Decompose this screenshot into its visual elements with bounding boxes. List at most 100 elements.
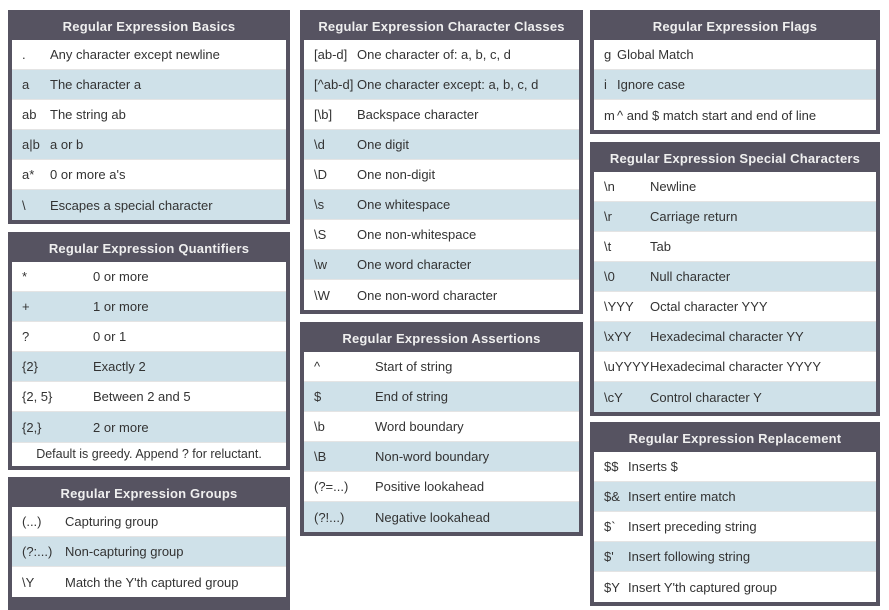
table-row: g Global Match xyxy=(594,40,876,70)
table-row: \B Non-word boundary xyxy=(304,442,579,472)
pattern-cell: $& xyxy=(604,489,620,504)
description-cell: Between 2 and 5 xyxy=(93,389,191,404)
pattern-cell: \0 xyxy=(604,269,615,284)
table-quantifiers: Regular Expression Quantifiers * 0 or mor… xyxy=(8,232,290,470)
table-row: ? 0 or 1 xyxy=(12,322,286,352)
pattern-cell: \S xyxy=(314,227,327,242)
description-cell: Control character Y xyxy=(650,389,762,405)
pattern-cell: $` xyxy=(604,519,616,534)
table-basics-title: Regular Expression Basics xyxy=(12,14,286,40)
pattern-cell: \n xyxy=(604,179,615,194)
table-row: \d One digit xyxy=(304,130,579,160)
table-row: \xYY Hexadecimal character YY xyxy=(594,322,876,352)
description-cell: Start of string xyxy=(375,359,453,374)
pattern-cell: (?:...) xyxy=(22,544,53,559)
pattern-cell: \w xyxy=(314,257,327,272)
description-cell: The string ab xyxy=(50,107,126,122)
cutoff-next-table-header xyxy=(8,601,290,610)
table-row: $$ Inserts $ xyxy=(594,452,876,482)
pattern-cell: ^ xyxy=(314,359,321,374)
table-row: \r Carriage return xyxy=(594,202,876,232)
pattern-cell: g xyxy=(604,47,612,62)
description-cell: Newline xyxy=(650,179,697,194)
table-row: \n Newline xyxy=(594,172,876,202)
table-quantifiers-rows: * 0 or more +1 or more? 0 or 1 {2} Exactly 2{… xyxy=(12,262,286,442)
table-row: (...) Capturing group xyxy=(12,507,286,537)
table-row: {2} Exactly 2 xyxy=(12,352,286,382)
table-row: \Y Match the Y'th captured group xyxy=(12,567,286,597)
description-cell: One digit xyxy=(357,137,410,152)
table-row: +1 or more xyxy=(12,292,286,322)
table-row: ^ Start of string xyxy=(304,352,579,382)
description-cell: One whitespace xyxy=(357,197,451,212)
table-character-classes-rows: [ab-d] One character of: a, b, c, d [^ab-d… xyxy=(304,40,579,310)
pattern-cell: [ab-d] xyxy=(314,47,348,62)
description-cell: End of string xyxy=(375,389,448,404)
table-row: \ Escapes a special character xyxy=(12,190,286,220)
description-cell: Ignore case xyxy=(617,77,685,92)
table-special-characters: Regular Expression Special Characters \n… xyxy=(590,142,880,416)
description-cell: Any character except newline xyxy=(50,47,220,62)
table-basics-rows: . Any character except newline a The charac… xyxy=(12,40,286,220)
table-replacement: Regular Expression Replacement $$ Inserts… xyxy=(590,422,880,606)
table-flags-title: Regular Expression Flags xyxy=(594,14,876,40)
description-cell: One word character xyxy=(357,257,472,272)
table-row: [^ab-d] One character except: a, b, c, d xyxy=(304,70,579,100)
table-row: \0 Null character xyxy=(594,262,876,292)
table-replacement-title: Regular Expression Replacement xyxy=(594,426,876,452)
table-flags: Regular Expression Flags g Global Match i I… xyxy=(590,10,880,134)
table-row: (?:...) Non-capturing group xyxy=(12,537,286,567)
table-row: \uYYYY Hexadecimal character YYYY xyxy=(594,352,876,382)
pattern-cell: (...) xyxy=(22,514,42,529)
description-cell: One non-whitespace xyxy=(357,227,477,242)
pattern-cell: \B xyxy=(314,449,327,464)
pattern-cell: . xyxy=(22,47,26,62)
description-cell: Exactly 2 xyxy=(93,359,146,374)
description-cell: Positive lookahead xyxy=(375,479,485,494)
table-assertions-rows: ^ Start of string $ End of string \b Word bou… xyxy=(304,352,579,532)
description-cell: Inserts $ xyxy=(628,459,678,474)
table-flags-rows: g Global Match i Ignore case m ^ and $ match … xyxy=(594,40,876,130)
pattern-cell: \b xyxy=(314,419,325,434)
quantifiers-footnote: Default is greedy. Append ? for reluctan… xyxy=(12,442,286,466)
table-row: i Ignore case xyxy=(594,70,876,100)
description-cell: Non-word boundary xyxy=(375,449,490,464)
pattern-cell: \YYY xyxy=(604,299,634,314)
table-groups-rows: (...) Capturing group (?:...) Non-capturing… xyxy=(12,507,286,597)
pattern-cell: \xYY xyxy=(604,329,632,344)
pattern-cell: * xyxy=(22,269,28,284)
table-row: \cY Control character Y xyxy=(594,382,876,412)
table-assertions: Regular Expression Assertions ^ Start of … xyxy=(300,322,583,536)
table-row: \b Word boundary xyxy=(304,412,579,442)
pattern-cell: \D xyxy=(314,167,327,182)
pattern-cell: \s xyxy=(314,197,325,212)
description-cell: Match the Y'th captured group xyxy=(65,574,239,590)
table-row: [ab-d] One character of: a, b, c, d xyxy=(304,40,579,70)
table-groups: Regular Expression Groups (...) Capturing… xyxy=(8,477,290,601)
table-row: \W One non-word character xyxy=(304,280,579,310)
table-row: \s One whitespace xyxy=(304,190,579,220)
pattern-cell: (?!...) xyxy=(314,509,345,525)
description-cell: ^ and $ match start and end of line xyxy=(617,107,817,123)
description-cell: Carriage return xyxy=(650,209,738,224)
pattern-cell: i xyxy=(604,77,607,92)
pattern-cell: $ xyxy=(314,389,322,404)
table-basics: Regular Expression Basics . Any character… xyxy=(8,10,290,224)
description-cell: Global Match xyxy=(617,47,694,62)
table-row: [\b] Backspace character xyxy=(304,100,579,130)
description-cell: Insert following string xyxy=(628,549,751,564)
pattern-cell: {2, 5} xyxy=(22,389,53,404)
description-cell: Capturing group xyxy=(65,514,159,529)
table-row: {2,} 2 or more xyxy=(12,412,286,442)
table-row: (?=...) Positive lookahead xyxy=(304,472,579,502)
table-special-characters-rows: \n Newline \r Carriage return \t Tab \0 Null ch… xyxy=(594,172,876,412)
pattern-cell: {2} xyxy=(22,359,38,374)
table-row: m ^ and $ match start and end of line xyxy=(594,100,876,130)
pattern-cell: a* xyxy=(22,167,35,182)
table-row: {2, 5} Between 2 and 5 xyxy=(12,382,286,412)
table-row: (?!...) Negative lookahead xyxy=(304,502,579,532)
pattern-cell: \d xyxy=(314,137,325,152)
table-row: a|b a or b xyxy=(12,130,286,160)
pattern-cell: \t xyxy=(604,239,612,254)
